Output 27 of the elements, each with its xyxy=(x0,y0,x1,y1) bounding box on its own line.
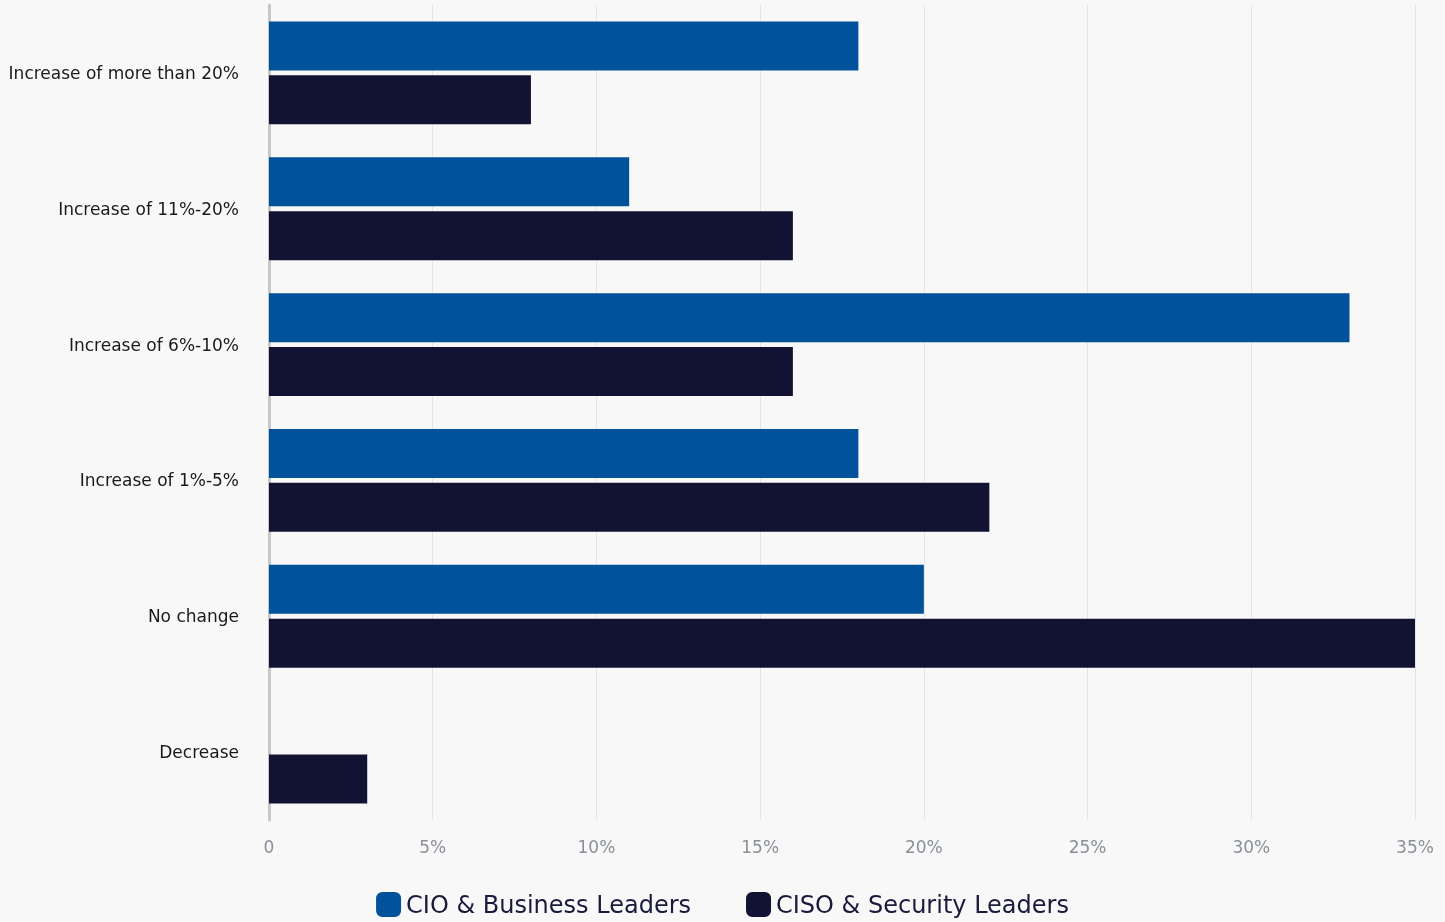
x-tick-label: 0 xyxy=(263,836,275,857)
legend-label: CIO & Business Leaders xyxy=(406,890,692,919)
x-tick-label: 35% xyxy=(1396,836,1434,857)
y-tick-label: Increase of 11%-20% xyxy=(58,198,239,219)
y-tick-label: Increase of more than 20% xyxy=(8,62,239,83)
y-tick-label: Increase of 1%-5% xyxy=(79,470,239,491)
x-tick-label: 10% xyxy=(577,836,616,857)
bar xyxy=(269,618,1415,668)
x-tick-label: 30% xyxy=(1232,836,1271,857)
bar xyxy=(269,157,630,207)
bar xyxy=(269,564,924,614)
bar xyxy=(269,482,990,532)
y-tick-label: Decrease xyxy=(159,742,239,763)
y-tick-label: Increase of 6%-10% xyxy=(68,334,239,355)
y-tick-label: No change xyxy=(147,606,239,627)
bar xyxy=(269,754,368,804)
bar xyxy=(269,75,531,125)
x-tick-label: 20% xyxy=(904,836,943,857)
x-tick-label: 15% xyxy=(741,836,780,857)
bar xyxy=(269,21,859,71)
legend-label: CISO & Security Leaders xyxy=(776,890,1069,919)
bar xyxy=(269,293,1350,343)
x-tick-label: 25% xyxy=(1068,836,1107,857)
x-tick-label: 5% xyxy=(419,836,447,857)
bar xyxy=(269,428,859,478)
bar xyxy=(269,347,793,397)
bar xyxy=(269,211,793,261)
